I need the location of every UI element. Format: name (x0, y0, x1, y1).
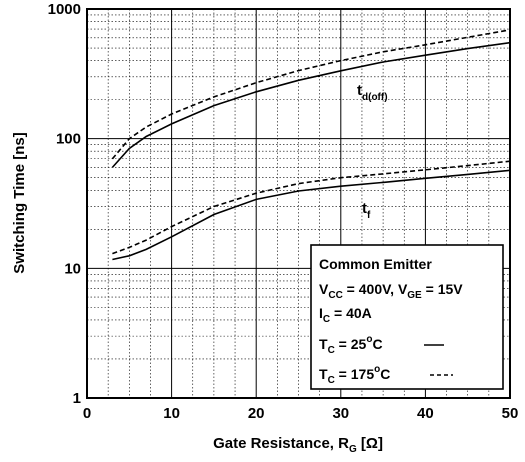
x-tick-label: 40 (417, 405, 434, 422)
curve-label-tf: tf (362, 200, 371, 221)
series-layer (111, 29, 511, 261)
series-line-tf-solid (112, 169, 511, 261)
legend-line: VCC = 400V, VGE = 15V (319, 281, 463, 301)
y-tick-label: 1000 (48, 1, 81, 18)
x-tick-label: 50 (502, 405, 519, 422)
tick-labels: 0 10 20 30 40 50 1 10 100 1000 (48, 1, 519, 422)
x-axis-title-sub: G (349, 444, 357, 455)
y-tick-label: 100 (56, 131, 81, 148)
y-tick-label: 10 (64, 260, 81, 277)
legend-line: IC = 40A (319, 305, 372, 325)
legend: Common Emitter VCC = 400V, VGE = 15V IC = … (310, 244, 504, 390)
x-tick-label: 10 (163, 405, 180, 422)
y-axis-title: Switching Time [ns] (11, 132, 28, 273)
x-axis-title-unit: [Ω] (357, 435, 383, 452)
legend-line: TC = 25oC (319, 334, 383, 356)
plot-frame (86, 8, 511, 399)
legend-title: Common Emitter (319, 256, 432, 272)
x-tick-label: 0 (83, 405, 91, 422)
x-tick-label: 30 (332, 405, 349, 422)
series-line-tf-dashed (112, 160, 511, 255)
legend-line: TC = 175oC (319, 364, 390, 386)
x-axis-title: Gate Resistance, RG [Ω] (213, 435, 383, 455)
grid (87, 9, 510, 398)
legend-box (310, 244, 504, 390)
x-axis-title-main: Gate Resistance, R (213, 435, 349, 452)
x-tick-label: 20 (248, 405, 265, 422)
series-line-tdoff-solid (111, 41, 511, 168)
series-line-tdoff-dashed (111, 29, 511, 160)
curve-label-td-off: td(off) (357, 82, 388, 103)
y-tick-label: 1 (73, 390, 81, 407)
